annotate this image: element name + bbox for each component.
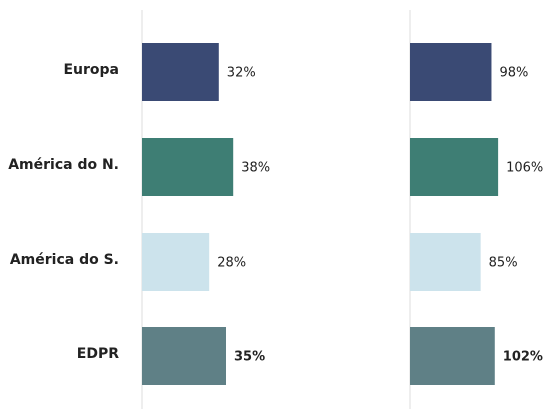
category-label: América do S. [10,252,119,268]
bar [142,43,219,101]
category-label: Europa [63,62,119,78]
bar [410,138,499,196]
value-label: 85% [489,256,518,271]
category-label: EDPR [77,346,119,362]
value-label: 32% [227,66,256,81]
category-label: América do N. [8,157,119,173]
bar [410,43,492,101]
value-label: 106% [506,161,543,176]
bar [142,233,210,291]
bar [410,327,495,385]
value-label: 35% [234,350,265,365]
value-label: 28% [217,256,246,271]
bar [410,233,481,291]
value-label: 102% [503,350,543,365]
value-label: 98% [499,66,528,81]
value-label: 38% [241,161,270,176]
bar [142,327,226,385]
bar [142,138,234,196]
